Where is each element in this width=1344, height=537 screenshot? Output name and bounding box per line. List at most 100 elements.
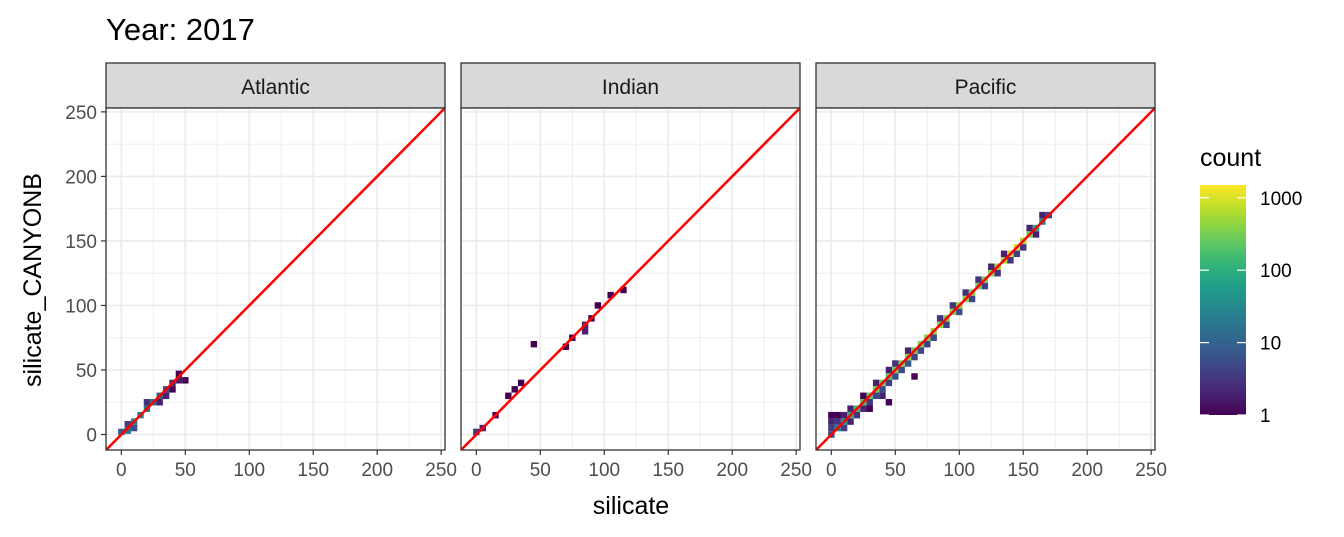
bin-cell: [130, 424, 138, 432]
facet-strip: [105, 62, 446, 109]
grid-lines: [106, 108, 445, 450]
x-tick-label: 250: [1135, 460, 1167, 481]
reference-line: [106, 108, 445, 450]
bin-cell: [834, 411, 841, 419]
bin-cell: [860, 392, 867, 400]
x-tick-label: 100: [943, 460, 975, 481]
bin-cell: [866, 405, 873, 412]
facet-strip: [460, 62, 801, 109]
reference-line: [461, 108, 800, 450]
bin-cell: [1039, 211, 1046, 219]
bin-cell: [892, 360, 899, 367]
reference-line: [816, 108, 1155, 450]
bin-cell: [879, 386, 886, 393]
bin-cell: [505, 392, 512, 400]
bin-cell: [530, 340, 538, 348]
bin-cell: [1026, 224, 1033, 232]
bin-cell: [175, 370, 183, 378]
x-tick-label: 50: [530, 460, 551, 481]
panel-border: [460, 107, 801, 451]
bin-cell: [169, 386, 176, 393]
facet-pacific: Pacific 0 50 100 150 200 250: [815, 62, 1167, 481]
bin-cell: [607, 291, 614, 299]
facet-atlantic: Atlantic 0 50 100 150 200 250 0 50 100 150 200 250: [65, 62, 457, 481]
bin-cell: [949, 302, 957, 309]
bin-cell: [975, 276, 982, 283]
bin-cell: [847, 405, 854, 412]
y-tick-label: 150: [65, 232, 97, 253]
legend-tick-label: 1000: [1260, 189, 1302, 210]
bin-cell: [968, 295, 976, 303]
bin-cell: [885, 379, 893, 387]
legend-tick-label: 100: [1260, 261, 1292, 282]
y-tick-label: 50: [76, 361, 97, 382]
facet-strip-label: Indian: [602, 76, 659, 99]
facet-strip: [815, 62, 1156, 109]
x-tick-label: 0: [116, 460, 127, 481]
x-tick-label: 100: [588, 460, 620, 481]
x-tick-label: 50: [885, 460, 906, 481]
grid-lines: [816, 108, 1155, 450]
legend-colorbar: [1200, 185, 1246, 415]
bin-cell: [847, 418, 854, 425]
bin-cell: [943, 321, 950, 329]
bin-cell: [162, 392, 170, 400]
facet-strip-label: Atlantic: [241, 76, 310, 99]
bin-cell: [175, 377, 183, 384]
bin-cell: [936, 315, 944, 322]
bin-cell: [994, 269, 1001, 277]
bin-cell: [840, 411, 848, 419]
legend: count 1 10 100 1000: [1200, 144, 1302, 427]
bin-cell: [917, 347, 925, 354]
facet-indian: Indian 0 50 100 150 200 250: [460, 62, 812, 481]
bin-cell: [898, 366, 905, 374]
chart-title: Year: 2017: [106, 12, 255, 47]
bin-cell: [988, 263, 995, 270]
y-tick-label: 0: [86, 426, 97, 447]
facet-strip-label: Pacific: [955, 76, 1017, 99]
y-axis-title: silicate_CANYONB: [19, 173, 47, 387]
bin-cell: [182, 377, 189, 384]
legend-tick-label: 1: [1260, 406, 1271, 427]
bin-cell: [1000, 250, 1008, 258]
bin-cell: [594, 302, 602, 309]
bin-cell: [511, 386, 518, 393]
x-tick-label: 0: [471, 460, 482, 481]
bin-cell: [828, 411, 835, 419]
x-tick-label: 200: [361, 460, 393, 481]
x-axis-title: silicate: [593, 492, 669, 520]
bin-cell: [143, 399, 151, 406]
bin-cell: [1007, 257, 1014, 264]
bin-cell: [124, 420, 131, 428]
x-tick-label: 150: [297, 460, 329, 481]
x-tick-label: 0: [826, 460, 837, 481]
bin-cell: [885, 399, 893, 406]
bin-cell: [962, 289, 969, 296]
bin-cell: [860, 405, 867, 412]
grid-lines: [461, 108, 800, 450]
x-tick-label: 250: [425, 460, 457, 481]
bin-cell: [879, 392, 886, 400]
y-tick-label: 250: [65, 103, 97, 124]
bin-cell: [517, 379, 525, 387]
legend-title: count: [1200, 144, 1261, 172]
bin-cell: [924, 340, 931, 348]
bin-cell: [473, 428, 480, 436]
bin-cell: [581, 328, 589, 335]
bin-cell: [904, 360, 912, 367]
x-tick-label: 200: [1071, 460, 1103, 481]
bin-cell: [562, 343, 570, 350]
bin-cell: [1013, 250, 1021, 258]
bin-cell: [892, 373, 899, 380]
x-tick-label: 200: [716, 460, 748, 481]
y-tick-label: 200: [65, 167, 97, 188]
bin-cell: [885, 366, 893, 374]
bin-cell: [620, 286, 627, 294]
x-tick-label: 150: [652, 460, 684, 481]
bin-cell: [956, 308, 963, 316]
facet-panels: Atlantic 0 50 100 150 200 250 0 50 100 150 200 250 In…: [65, 62, 1167, 481]
y-tick-label: 100: [65, 296, 97, 317]
bin-cell: [866, 399, 873, 406]
legend-tick-label: 10: [1260, 334, 1281, 355]
